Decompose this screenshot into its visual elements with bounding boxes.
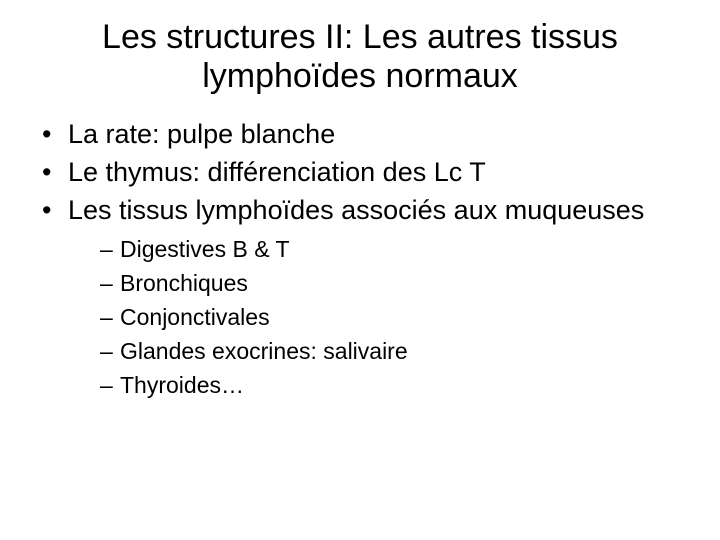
sub-bullet-text: Thyroides… <box>120 372 244 398</box>
sub-bullet-item: Conjonctivales <box>100 303 684 333</box>
sub-bullet-item: Thyroides… <box>100 371 684 401</box>
sub-bullet-item: Glandes exocrines: salivaire <box>100 337 684 367</box>
sub-bullet-text: Conjonctivales <box>120 304 270 330</box>
sub-bullet-text: Glandes exocrines: salivaire <box>120 338 408 364</box>
bullet-list: La rate: pulpe blanche Le thymus: différ… <box>36 118 684 401</box>
slide: Les structures II: Les autres tissus lym… <box>0 0 720 540</box>
bullet-item: La rate: pulpe blanche <box>40 118 684 152</box>
sub-bullet-item: Digestives B & T <box>100 235 684 265</box>
sub-bullet-text: Digestives B & T <box>120 236 290 262</box>
sub-bullet-list: Digestives B & T Bronchiques Conjonctiva… <box>68 235 684 400</box>
bullet-item: Le thymus: différenciation des Lc T <box>40 156 684 190</box>
slide-title: Les structures II: Les autres tissus lym… <box>36 18 684 96</box>
bullet-text: Les tissus lymphoïdes associés aux muque… <box>68 195 644 225</box>
bullet-item: Les tissus lymphoïdes associés aux muque… <box>40 194 684 401</box>
sub-bullet-text: Bronchiques <box>120 270 248 296</box>
bullet-text: La rate: pulpe blanche <box>68 119 335 149</box>
sub-bullet-item: Bronchiques <box>100 269 684 299</box>
bullet-text: Le thymus: différenciation des Lc T <box>68 157 486 187</box>
